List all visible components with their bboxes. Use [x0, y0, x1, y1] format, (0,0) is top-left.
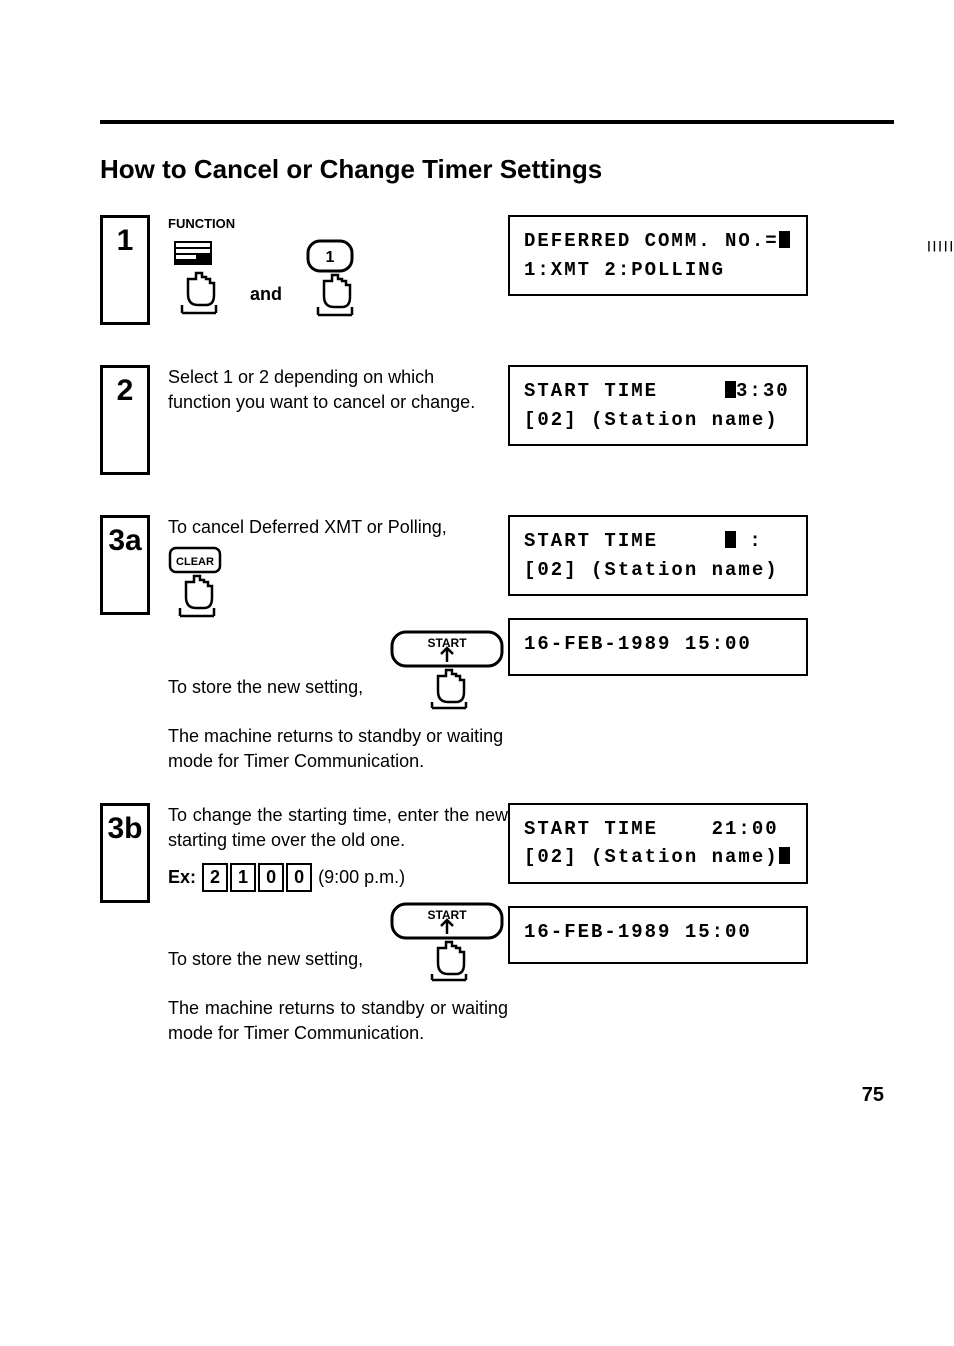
step-2: 2 Select 1 or 2 depending on which funct…: [100, 365, 894, 475]
clear-key-icon: CLEAR: [168, 546, 230, 620]
chapter-tab-bars: ||||||||||||||: [926, 241, 954, 253]
digit-key: 1: [230, 863, 256, 892]
cursor-icon: [725, 381, 736, 398]
manual-page: 9 |||||||||||||| How to Cancel or Change…: [0, 0, 954, 1147]
step-text: To change the starting time, enter the n…: [168, 803, 508, 853]
svg-text:1: 1: [326, 249, 335, 266]
start-key-icon: START: [388, 902, 508, 982]
page-title: How to Cancel or Change Timer Settings: [100, 154, 894, 185]
lcd-area: START TIME 21:00 [02] (Station name) 16-…: [508, 803, 808, 964]
lcd-line: [02] (Station name): [524, 846, 779, 868]
machine-text: The machine returns to standby or waitin…: [168, 996, 508, 1046]
step-number: 3b: [107, 812, 142, 846]
store-line: To store the new setting, START: [168, 630, 508, 710]
digit-key: 0: [286, 863, 312, 892]
lcd-area: START TIME : [02] (Station name) 16-FEB-…: [508, 515, 808, 676]
lcd-display: START TIME 3:30 [02] (Station name): [508, 365, 808, 446]
step-body: FUNCTION and 1: [168, 215, 508, 317]
and-text: and: [250, 282, 282, 317]
chapter-number: 9: [926, 210, 954, 241]
cursor-icon: [779, 231, 790, 248]
lcd-display: START TIME 21:00 [02] (Station name): [508, 803, 808, 884]
step-number-box: 1: [100, 215, 150, 325]
step-text: Select 1 or 2 depending on which functio…: [168, 367, 475, 412]
lcd-line: :: [736, 530, 763, 552]
step-body: To change the starting time, enter the n…: [168, 803, 508, 1047]
lcd-line: START TIME 21:00: [524, 818, 779, 840]
lcd-display: START TIME : [02] (Station name): [508, 515, 808, 596]
lcd-display: 16-FEB-1989 15:00: [508, 618, 808, 676]
lcd-line: 1:XMT 2:POLLING: [524, 259, 725, 281]
step-number: 1: [117, 224, 134, 258]
function-label: FUNCTION: [168, 215, 508, 233]
step-number: 2: [117, 374, 134, 408]
store-line: To store the new setting, START: [168, 902, 508, 982]
step-text: To cancel Deferred XMT or Polling,: [168, 515, 508, 540]
store-text: To store the new setting,: [168, 947, 363, 982]
step-3a: 3a To cancel Deferred XMT or Polling, CL…: [100, 515, 894, 775]
cursor-icon: [725, 531, 736, 548]
lcd-line: START TIME: [524, 530, 725, 552]
lcd-display: DEFERRED COMM. NO.= 1:XMT 2:POLLING: [508, 215, 808, 296]
example-line: Ex: 2100 (9:00 p.m.): [168, 863, 508, 892]
machine-text: The machine returns to standby or waitin…: [168, 724, 508, 774]
lcd-line: 16-FEB-1989 15:00: [524, 633, 752, 655]
digit-key: 0: [258, 863, 284, 892]
ex-prefix: Ex:: [168, 867, 196, 887]
ex-suffix: (9:00 p.m.): [318, 867, 405, 887]
step-number-box: 3a: [100, 515, 150, 615]
store-text: To store the new setting,: [168, 675, 363, 710]
start-key-icon: START: [388, 630, 508, 710]
step-1: 1 FUNCTION and: [100, 215, 894, 325]
step-body: To cancel Deferred XMT or Polling, CLEAR…: [168, 515, 508, 775]
keys-line: and 1: [168, 239, 508, 317]
svg-text:CLEAR: CLEAR: [176, 556, 214, 568]
lcd-line: [02] (Station name): [524, 409, 779, 431]
lcd-display: 16-FEB-1989 15:00: [508, 906, 808, 964]
lcd-line: DEFERRED COMM. NO.=: [524, 230, 779, 252]
digit-1-key-icon: 1: [302, 239, 364, 317]
step-number-box: 3b: [100, 803, 150, 903]
step-number: 3a: [108, 524, 141, 558]
lcd-area: START TIME 3:30 [02] (Station name): [508, 365, 808, 446]
step-body: Select 1 or 2 depending on which functio…: [168, 365, 508, 415]
ex-digits: 2100: [201, 867, 313, 887]
lcd-area: DEFERRED COMM. NO.= 1:XMT 2:POLLING: [508, 215, 808, 296]
function-key-icon: [168, 239, 230, 317]
lcd-line: [02] (Station name): [524, 559, 779, 581]
page-number: 75: [862, 1084, 884, 1107]
cursor-icon: [779, 847, 790, 864]
step-3b: 3b To change the starting time, enter th…: [100, 803, 894, 1047]
lcd-line: START TIME: [524, 380, 725, 402]
lcd-line: 16-FEB-1989 15:00: [524, 921, 752, 943]
step-number-box: 2: [100, 365, 150, 475]
chapter-tab: 9 ||||||||||||||: [926, 210, 954, 253]
horizontal-rule: [100, 120, 894, 124]
lcd-line: 3:30: [736, 380, 790, 402]
digit-key: 2: [202, 863, 228, 892]
